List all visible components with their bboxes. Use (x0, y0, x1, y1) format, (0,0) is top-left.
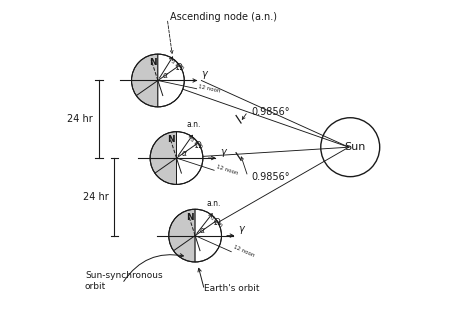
Text: 12 noon: 12 noon (216, 164, 238, 176)
Text: γ: γ (238, 224, 245, 234)
Text: α: α (182, 149, 186, 158)
Wedge shape (195, 209, 221, 262)
Wedge shape (169, 209, 195, 262)
Text: Ω: Ω (195, 141, 201, 150)
Text: α: α (200, 226, 205, 235)
Text: 0.9856°: 0.9856° (251, 106, 290, 116)
Text: Earth's orbit: Earth's orbit (204, 284, 260, 293)
Text: a.n.: a.n. (206, 198, 220, 208)
Text: N: N (168, 136, 175, 145)
Wedge shape (150, 132, 176, 184)
Text: N: N (186, 213, 194, 222)
Text: Sun: Sun (344, 142, 365, 152)
Wedge shape (176, 132, 203, 184)
Wedge shape (131, 54, 158, 107)
Text: 12 noon: 12 noon (233, 245, 255, 259)
Text: Ω: Ω (213, 218, 220, 228)
Text: 24 hr: 24 hr (82, 192, 108, 202)
Text: 3 pm: 3 pm (209, 215, 223, 228)
Text: α: α (163, 71, 168, 80)
Text: 3 pm: 3 pm (170, 59, 184, 71)
Text: γ: γ (201, 69, 207, 79)
Text: Ω: Ω (176, 63, 183, 72)
Text: 24 hr: 24 hr (67, 114, 93, 124)
Text: γ: γ (220, 147, 226, 157)
Text: N: N (149, 58, 156, 67)
Text: 0.9856°: 0.9856° (251, 172, 290, 182)
Wedge shape (158, 54, 184, 107)
Text: a.n.: a.n. (186, 120, 201, 129)
Text: 12 noon: 12 noon (198, 84, 221, 94)
Text: Sun-synchronous
orbit: Sun-synchronous orbit (85, 271, 163, 291)
Text: 3 pm: 3 pm (189, 137, 204, 149)
Text: Ascending node (a.n.): Ascending node (a.n.) (170, 12, 277, 22)
